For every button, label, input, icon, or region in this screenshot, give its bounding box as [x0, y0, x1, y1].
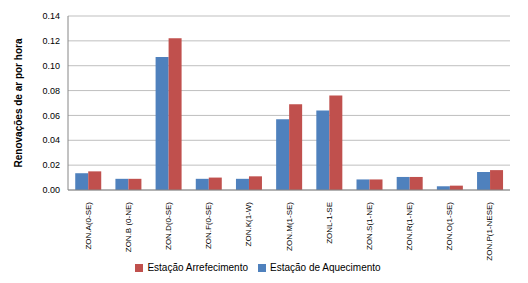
svg-text:ZONL-1-SE: ZONL-1-SE: [325, 202, 334, 244]
svg-text:0.12: 0.12: [42, 36, 60, 46]
svg-text:0.04: 0.04: [42, 135, 60, 145]
svg-text:ZON.A(0-SE): ZON.A(0-SE): [84, 202, 93, 250]
svg-text:ZON.R(1-NE): ZON.R(1-NE): [405, 202, 414, 251]
html-text:Estação de Aquecimento: Estação de Aquecimento: [270, 262, 381, 273]
svg-text:ZON.O(1-SE): ZON.O(1-SE): [445, 202, 454, 251]
svg-text:0.00: 0.00: [42, 185, 60, 195]
svg-text:ZON.F(0-SE): ZON.F(0-SE): [204, 202, 213, 249]
svg-text:ZON.S(1-NE): ZON.S(1-NE): [365, 202, 374, 250]
svg-text:0.02: 0.02: [42, 160, 60, 170]
html-text:Estação Arrefecimento: Estação Arrefecimento: [147, 262, 248, 273]
svg-text:0.08: 0.08: [42, 86, 60, 96]
svg-text:ZON.M(1-SE): ZON.M(1-SE): [285, 202, 294, 251]
svg-text:ZON.P(1-NESE): ZON.P(1-NESE): [485, 202, 494, 261]
svg-text:0.10: 0.10: [42, 61, 60, 71]
svg-text:0.14: 0.14: [42, 11, 60, 21]
svg-text:ZON.K(1-W): ZON.K(1-W): [244, 202, 253, 247]
svg-text:Renovações de ar por hora: Renovações de ar por hora: [13, 38, 24, 167]
svg-text:0.06: 0.06: [42, 111, 60, 121]
svg-text:ZON.B (0-NE): ZON.B (0-NE): [124, 202, 133, 253]
svg-text:ZON.D(0-SE): ZON.D(0-SE): [164, 202, 173, 250]
